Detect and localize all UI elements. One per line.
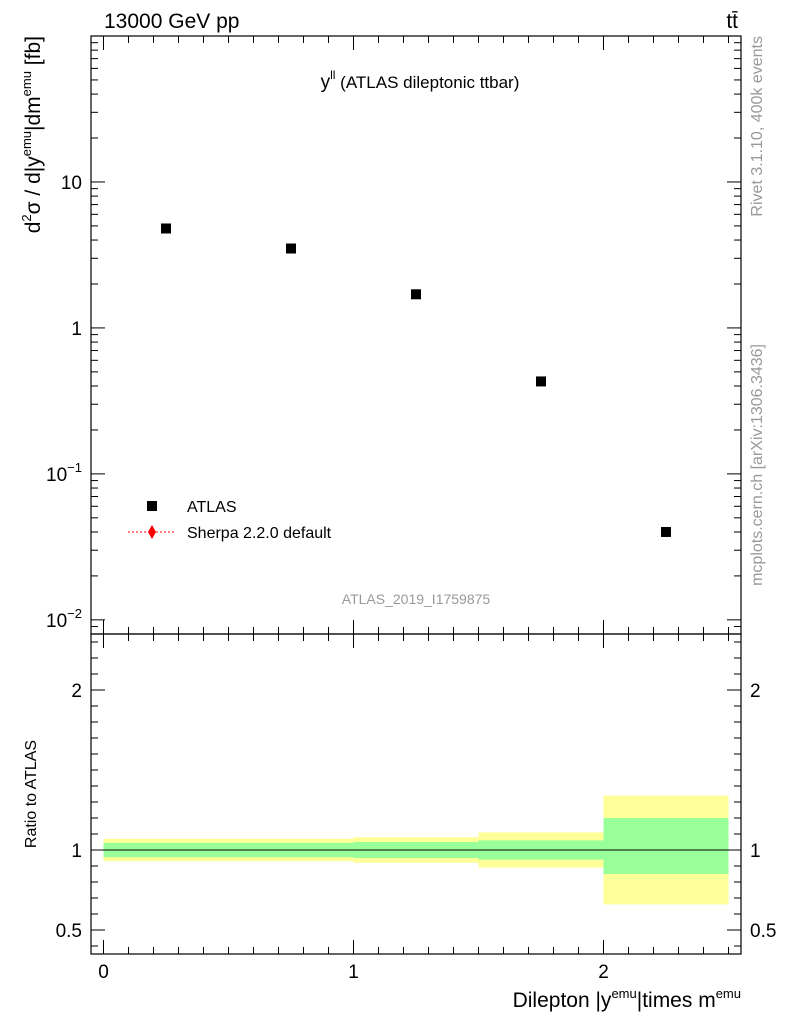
data-point-atlas [536, 376, 546, 387]
main-title-suffix: (ATLAS dileptonic ttbar) [335, 73, 519, 92]
x-label-mid: |times m [637, 989, 716, 1012]
main-data-points [161, 223, 671, 537]
ratio-x-tick-label: 1 [348, 962, 359, 983]
main-ticks [91, 35, 741, 635]
main-y-axis-label: d2σ / d|yemu|dmemu [fb] [19, 36, 45, 233]
main-title: yll (ATLAS dileptonic ttbar) [321, 68, 520, 93]
data-point-atlas [411, 289, 421, 300]
ratio-x-tick-label: 2 [598, 962, 609, 983]
x-axis-label: Dilepton |yemu|times memu [513, 986, 741, 1012]
ratio-y-tick-label-left: 0.5 [56, 921, 82, 942]
legend: ATLAS Sherpa 2.2.0 default [128, 499, 332, 542]
data-point-atlas [161, 223, 171, 234]
header-process: tt̄ [726, 10, 738, 33]
main-y-tick-label: 10−2 [46, 606, 82, 632]
x-label-sup1: emu [611, 986, 636, 1001]
main-y-label-main: σ / d|y [22, 156, 45, 215]
main-y-label-mid: |dm [22, 96, 45, 131]
tick-label-base: 1 [71, 319, 82, 340]
tick-label-base: 10 [61, 173, 82, 194]
main-y-label-end: [fb] [22, 36, 45, 71]
ratio-y-tick-label-left: 1 [71, 841, 82, 862]
ratio-y-tick-label-right: 0.5 [750, 921, 776, 942]
ratio-y-tick-labels: 0.5 0.5 1 1 2 2 [56, 681, 777, 942]
rivet-label: Rivet 3.1.10, 400k events [749, 36, 766, 217]
legend-label-sherpa: Sherpa 2.2.0 default [187, 525, 332, 542]
main-y-label-d: d [22, 222, 45, 234]
header-energy: 13000 GeV pp [104, 10, 239, 33]
mcplots-label: mcplots.cern.ch [arXiv:1306.3436] [749, 344, 766, 586]
ratio-panel: 0.5 0.5 1 1 2 2 0 1 2 [56, 633, 777, 983]
main-y-tick-label: 1 [71, 319, 82, 340]
main-title-var-sup: ll [330, 68, 335, 82]
main-y-tick-label: 10−1 [46, 460, 82, 486]
x-label-sup2: emu [716, 986, 741, 1001]
ratio-frame [90, 633, 742, 955]
data-point-atlas [286, 243, 296, 254]
main-title-var: y [321, 72, 331, 93]
tick-label-base: 10 [46, 465, 67, 486]
ratio-x-tick-labels: 0 1 2 [98, 962, 609, 983]
legend-label-atlas: ATLAS [187, 499, 237, 516]
legend-marker-atlas [147, 501, 157, 511]
main-y-label-sup2: emu [19, 71, 34, 96]
ratio-x-tick-label: 0 [98, 962, 109, 983]
ratio-band-inner [603, 818, 729, 874]
ratio-ticks [91, 634, 741, 954]
main-y-label-sup1: emu [19, 131, 34, 156]
analysis-watermark: ATLAS_2019_I1759875 [342, 591, 491, 607]
ratio-y-tick-label-right: 1 [750, 841, 761, 862]
main-y-tick-label: 10 [61, 173, 82, 194]
ratio-y-tick-label-right: 2 [750, 681, 761, 702]
tick-label-base: 10 [46, 611, 67, 632]
data-point-atlas [661, 526, 671, 537]
ratio-y-tick-label-left: 2 [71, 681, 82, 702]
main-frame [90, 35, 742, 635]
tick-label-exponent: −2 [67, 606, 82, 621]
main-y-label-d-sup: 2 [19, 214, 34, 221]
tick-label-exponent: −1 [67, 460, 82, 475]
x-label-pre: Dilepton |y [513, 989, 612, 1012]
ratio-y-axis-label: Ratio to ATLAS [23, 740, 40, 848]
legend-marker-sherpa [148, 525, 156, 539]
